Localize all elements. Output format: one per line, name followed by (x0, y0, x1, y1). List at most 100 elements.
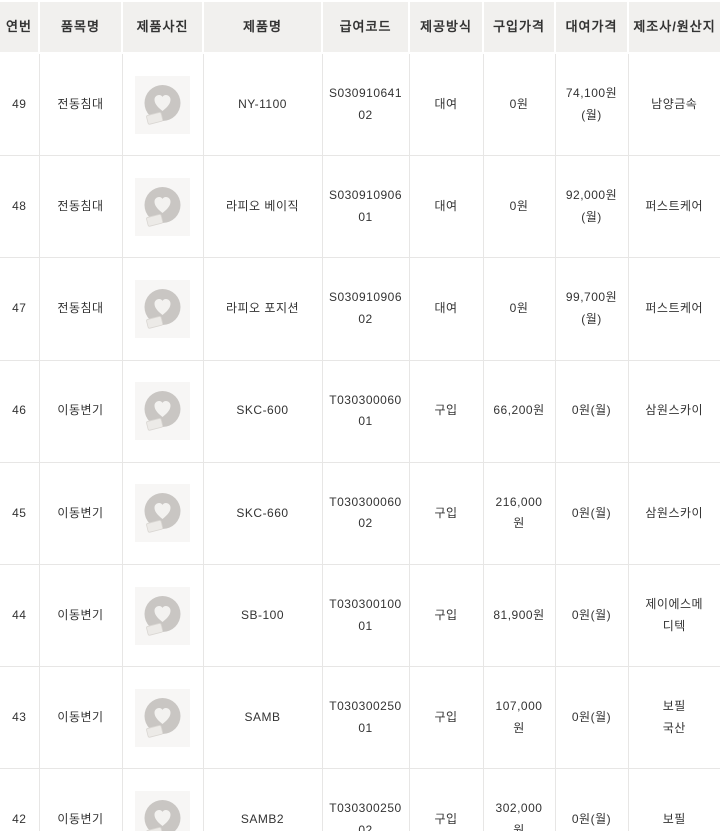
row-number: 43 (0, 666, 39, 770)
no-image-icon (135, 790, 190, 831)
rental-price: 99,700원 (월) (554, 257, 628, 361)
product-name: SAMB (202, 666, 322, 770)
manufacturer-origin: 삼원스카이 (627, 360, 720, 463)
col-header-photo: 제품사진 (121, 0, 203, 54)
no-image-icon (135, 688, 190, 747)
table-row: 43 이동변기 SAMB T030300250 01 구입 107,000 원 … (0, 666, 720, 770)
item-category: 이동변기 (38, 768, 122, 831)
row-number: 42 (0, 768, 39, 831)
manufacturer-origin: 퍼스트케어 (627, 155, 720, 259)
item-category: 이동변기 (38, 462, 122, 565)
rental-price: 74,100원 (월) (554, 53, 628, 157)
product-photo-cell (121, 257, 203, 361)
product-photo-placeholder (135, 75, 190, 134)
manufacturer-origin: 퍼스트케어 (627, 257, 720, 361)
provision-method: 구입 (408, 462, 483, 565)
product-photo-cell (121, 155, 203, 259)
product-photo-placeholder (135, 688, 190, 747)
provision-method: 구입 (408, 666, 483, 770)
no-image-icon (135, 279, 190, 338)
benefit-code: S030910906 01 (321, 155, 409, 259)
product-name: SKC-660 (202, 462, 322, 565)
product-photo-cell (121, 53, 203, 157)
rental-price: 0원(월) (554, 360, 628, 463)
product-photo-cell (121, 768, 203, 831)
row-number: 48 (0, 155, 39, 259)
rental-price: 0원(월) (554, 564, 628, 668)
row-number: 46 (0, 360, 39, 463)
provision-method: 대여 (408, 155, 483, 259)
table-row: 42 이동변기 SAMB2 T030300250 02 구입 302,000 원… (0, 768, 720, 831)
product-photo-cell (121, 360, 203, 463)
product-photo-placeholder (135, 382, 190, 441)
product-name: 라피오 베이직 (202, 155, 322, 259)
row-number: 49 (0, 53, 39, 157)
benefit-code: S030910906 02 (321, 257, 409, 361)
product-name: SKC-600 (202, 360, 322, 463)
table-header: 연번 품목명 제품사진 제품명 급여코드 제공방식 구입가격 대여가격 제조사/… (0, 0, 720, 54)
rental-price: 92,000원 (월) (554, 155, 628, 259)
col-header-method: 제공방식 (408, 0, 483, 54)
purchase-price: 107,000 원 (482, 666, 555, 770)
manufacturer-origin: 삼원스카이 (627, 462, 720, 565)
purchase-price: 0원 (482, 257, 555, 361)
col-header-manufacturer: 제조사/원산지 (627, 0, 720, 54)
col-header-rental: 대여가격 (554, 0, 628, 54)
benefit-code: T030300250 02 (321, 768, 409, 831)
purchase-price: 81,900원 (482, 564, 555, 668)
benefit-code: T030300250 01 (321, 666, 409, 770)
table-row: 48 전동침대 라피오 베이직 S030910906 01 대여 0원 92,0… (0, 155, 720, 259)
provision-method: 구입 (408, 564, 483, 668)
table-header-row: 연번 품목명 제품사진 제품명 급여코드 제공방식 구입가격 대여가격 제조사/… (0, 0, 720, 54)
no-image-icon (135, 75, 190, 134)
col-header-no: 연번 (0, 0, 39, 54)
manufacturer-origin: 제이에스메 디텍 (627, 564, 720, 668)
purchase-price: 0원 (482, 53, 555, 157)
rental-price: 0원(월) (554, 768, 628, 831)
benefit-code: T030300060 02 (321, 462, 409, 565)
purchase-price: 302,000 원 (482, 768, 555, 831)
manufacturer-origin: 보필 (627, 768, 720, 831)
table-row: 49 전동침대 NY-1100 S030910641 02 대여 0원 74,1… (0, 53, 720, 157)
product-photo-cell (121, 564, 203, 668)
product-photo-placeholder (135, 790, 190, 831)
benefit-code: T030300100 01 (321, 564, 409, 668)
product-name: 라피오 포지션 (202, 257, 322, 361)
benefit-code: S030910641 02 (321, 53, 409, 157)
benefit-code: T030300060 01 (321, 360, 409, 463)
no-image-icon (135, 382, 190, 441)
provision-method: 대여 (408, 257, 483, 361)
col-header-name: 제품명 (202, 0, 322, 54)
col-header-purchase: 구입가격 (482, 0, 555, 54)
rental-price: 0원(월) (554, 666, 628, 770)
product-photo-cell (121, 462, 203, 565)
product-name: NY-1100 (202, 53, 322, 157)
row-number: 44 (0, 564, 39, 668)
no-image-icon (135, 586, 190, 645)
table-row: 47 전동침대 라피오 포지션 S030910906 02 대여 0원 99,7… (0, 257, 720, 361)
product-photo-placeholder (135, 279, 190, 338)
product-name: SB-100 (202, 564, 322, 668)
col-header-category: 품목명 (38, 0, 122, 54)
provision-method: 구입 (408, 768, 483, 831)
purchase-price: 0원 (482, 155, 555, 259)
item-category: 전동침대 (38, 53, 122, 157)
provision-method: 구입 (408, 360, 483, 463)
table-row: 44 이동변기 SB-100 T030300100 01 구입 81,900원 … (0, 564, 720, 668)
product-photo-placeholder (135, 484, 190, 543)
item-category: 이동변기 (38, 666, 122, 770)
item-category: 이동변기 (38, 564, 122, 668)
manufacturer-origin: 남양금속 (627, 53, 720, 157)
product-photo-cell (121, 666, 203, 770)
no-image-icon (135, 177, 190, 236)
provision-method: 대여 (408, 53, 483, 157)
row-number: 47 (0, 257, 39, 361)
table-body: 49 전동침대 NY-1100 S030910641 02 대여 0원 74,1… (0, 53, 720, 831)
manufacturer-origin: 보필 국산 (627, 666, 720, 770)
col-header-code: 급여코드 (321, 0, 409, 54)
row-number: 45 (0, 462, 39, 565)
product-name: SAMB2 (202, 768, 322, 831)
table-row: 46 이동변기 SKC-600 T030300060 01 구입 66,200원… (0, 360, 720, 463)
